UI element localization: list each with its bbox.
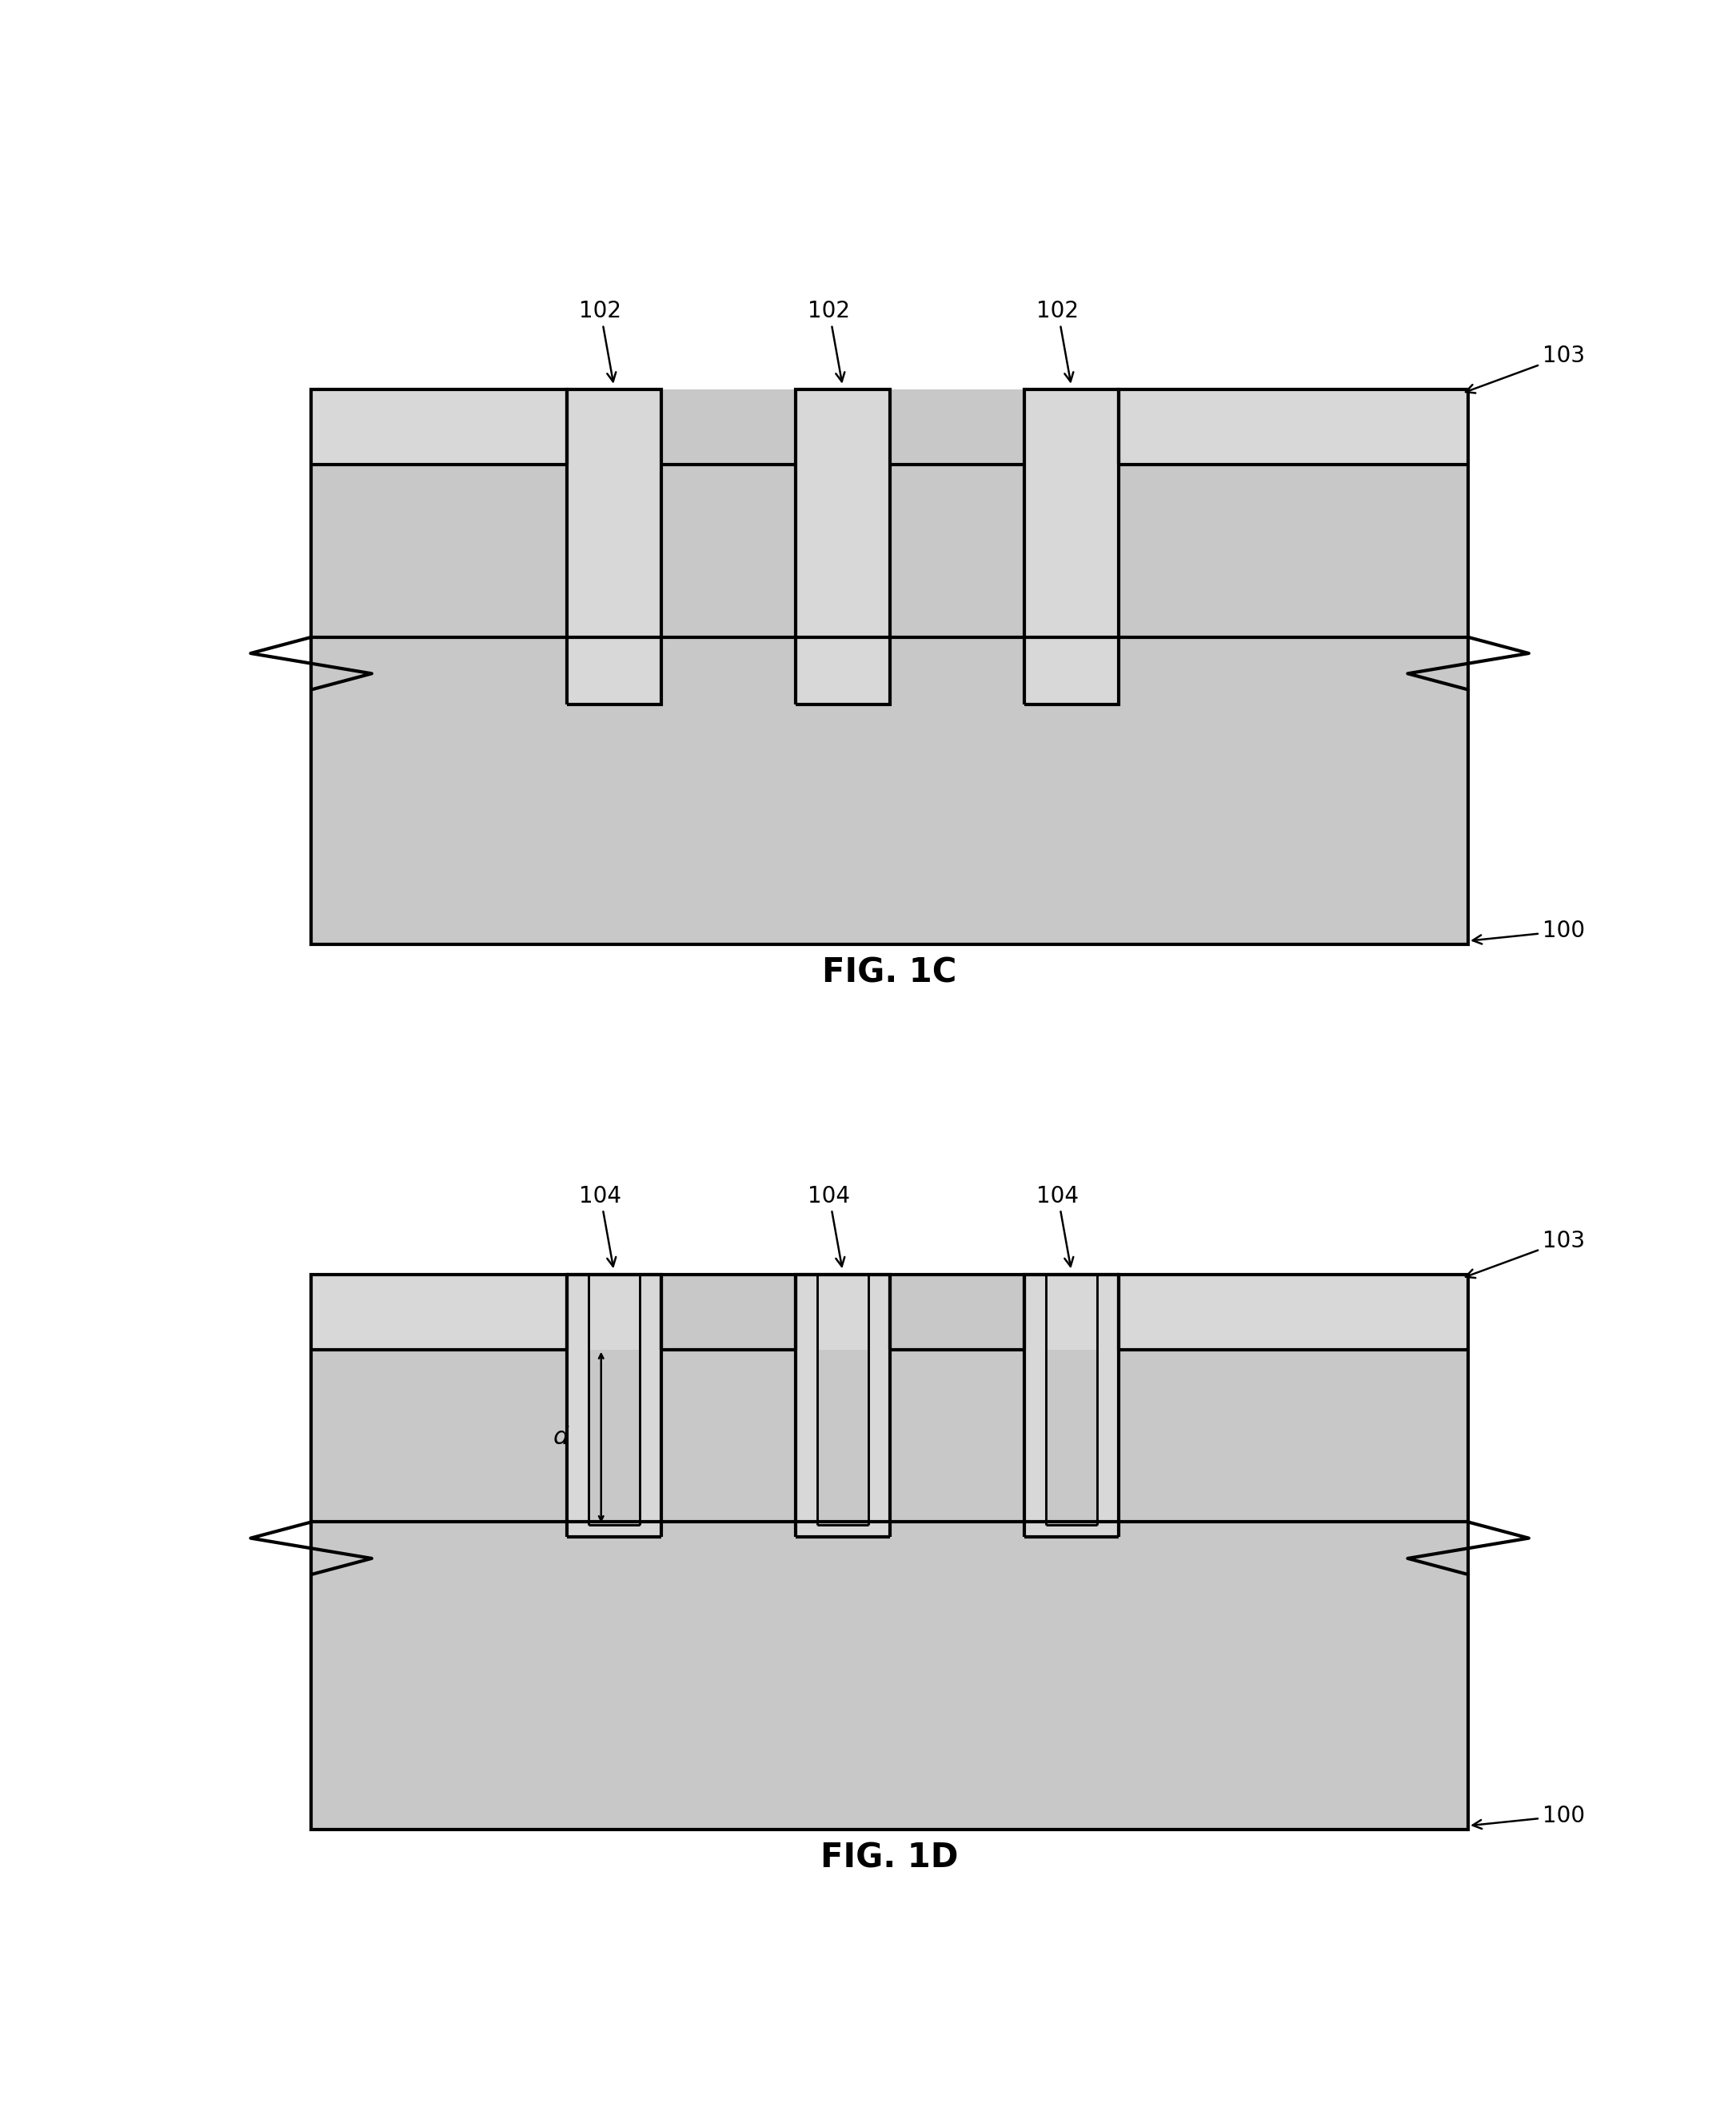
Bar <box>891 391 1024 465</box>
Text: 100: 100 <box>1472 1805 1585 1828</box>
Bar <box>311 1350 1469 1575</box>
Text: 102: 102 <box>807 299 851 382</box>
Text: 104: 104 <box>807 1185 851 1267</box>
Bar <box>311 1518 1469 1830</box>
Text: 103: 103 <box>1465 344 1585 393</box>
Bar <box>818 1350 868 1524</box>
Text: d: d <box>554 1427 568 1448</box>
Bar <box>868 1350 891 1537</box>
Text: 104: 104 <box>1036 1185 1080 1267</box>
Bar <box>795 1274 891 1350</box>
Text: 100: 100 <box>1472 919 1585 945</box>
Text: 103: 103 <box>1465 1229 1585 1278</box>
Bar <box>566 1350 589 1537</box>
Text: 104: 104 <box>580 1185 621 1267</box>
Bar <box>566 1524 661 1537</box>
Bar <box>795 1350 818 1537</box>
Bar <box>566 1274 661 1350</box>
Bar <box>1024 1524 1118 1537</box>
Bar <box>1024 391 1118 705</box>
Bar <box>311 633 1469 945</box>
Bar <box>1024 1274 1118 1350</box>
Bar <box>311 1274 566 1350</box>
Bar <box>795 391 891 705</box>
Bar <box>661 391 795 465</box>
Bar <box>1045 1350 1097 1524</box>
Bar <box>1118 1274 1469 1350</box>
Text: FIG. 1D: FIG. 1D <box>821 1841 958 1875</box>
Bar <box>1118 391 1469 465</box>
Text: 102: 102 <box>580 299 621 382</box>
Bar <box>1024 1350 1045 1537</box>
Bar <box>795 1524 891 1537</box>
Bar <box>311 465 1469 690</box>
Bar <box>589 1350 639 1524</box>
Bar <box>891 1274 1024 1350</box>
Bar <box>661 1274 795 1350</box>
Bar <box>1097 1350 1118 1537</box>
Bar <box>566 391 661 705</box>
Text: 102: 102 <box>1036 299 1080 382</box>
Bar <box>311 391 566 465</box>
Bar <box>639 1350 661 1537</box>
Text: FIG. 1C: FIG. 1C <box>823 955 957 989</box>
